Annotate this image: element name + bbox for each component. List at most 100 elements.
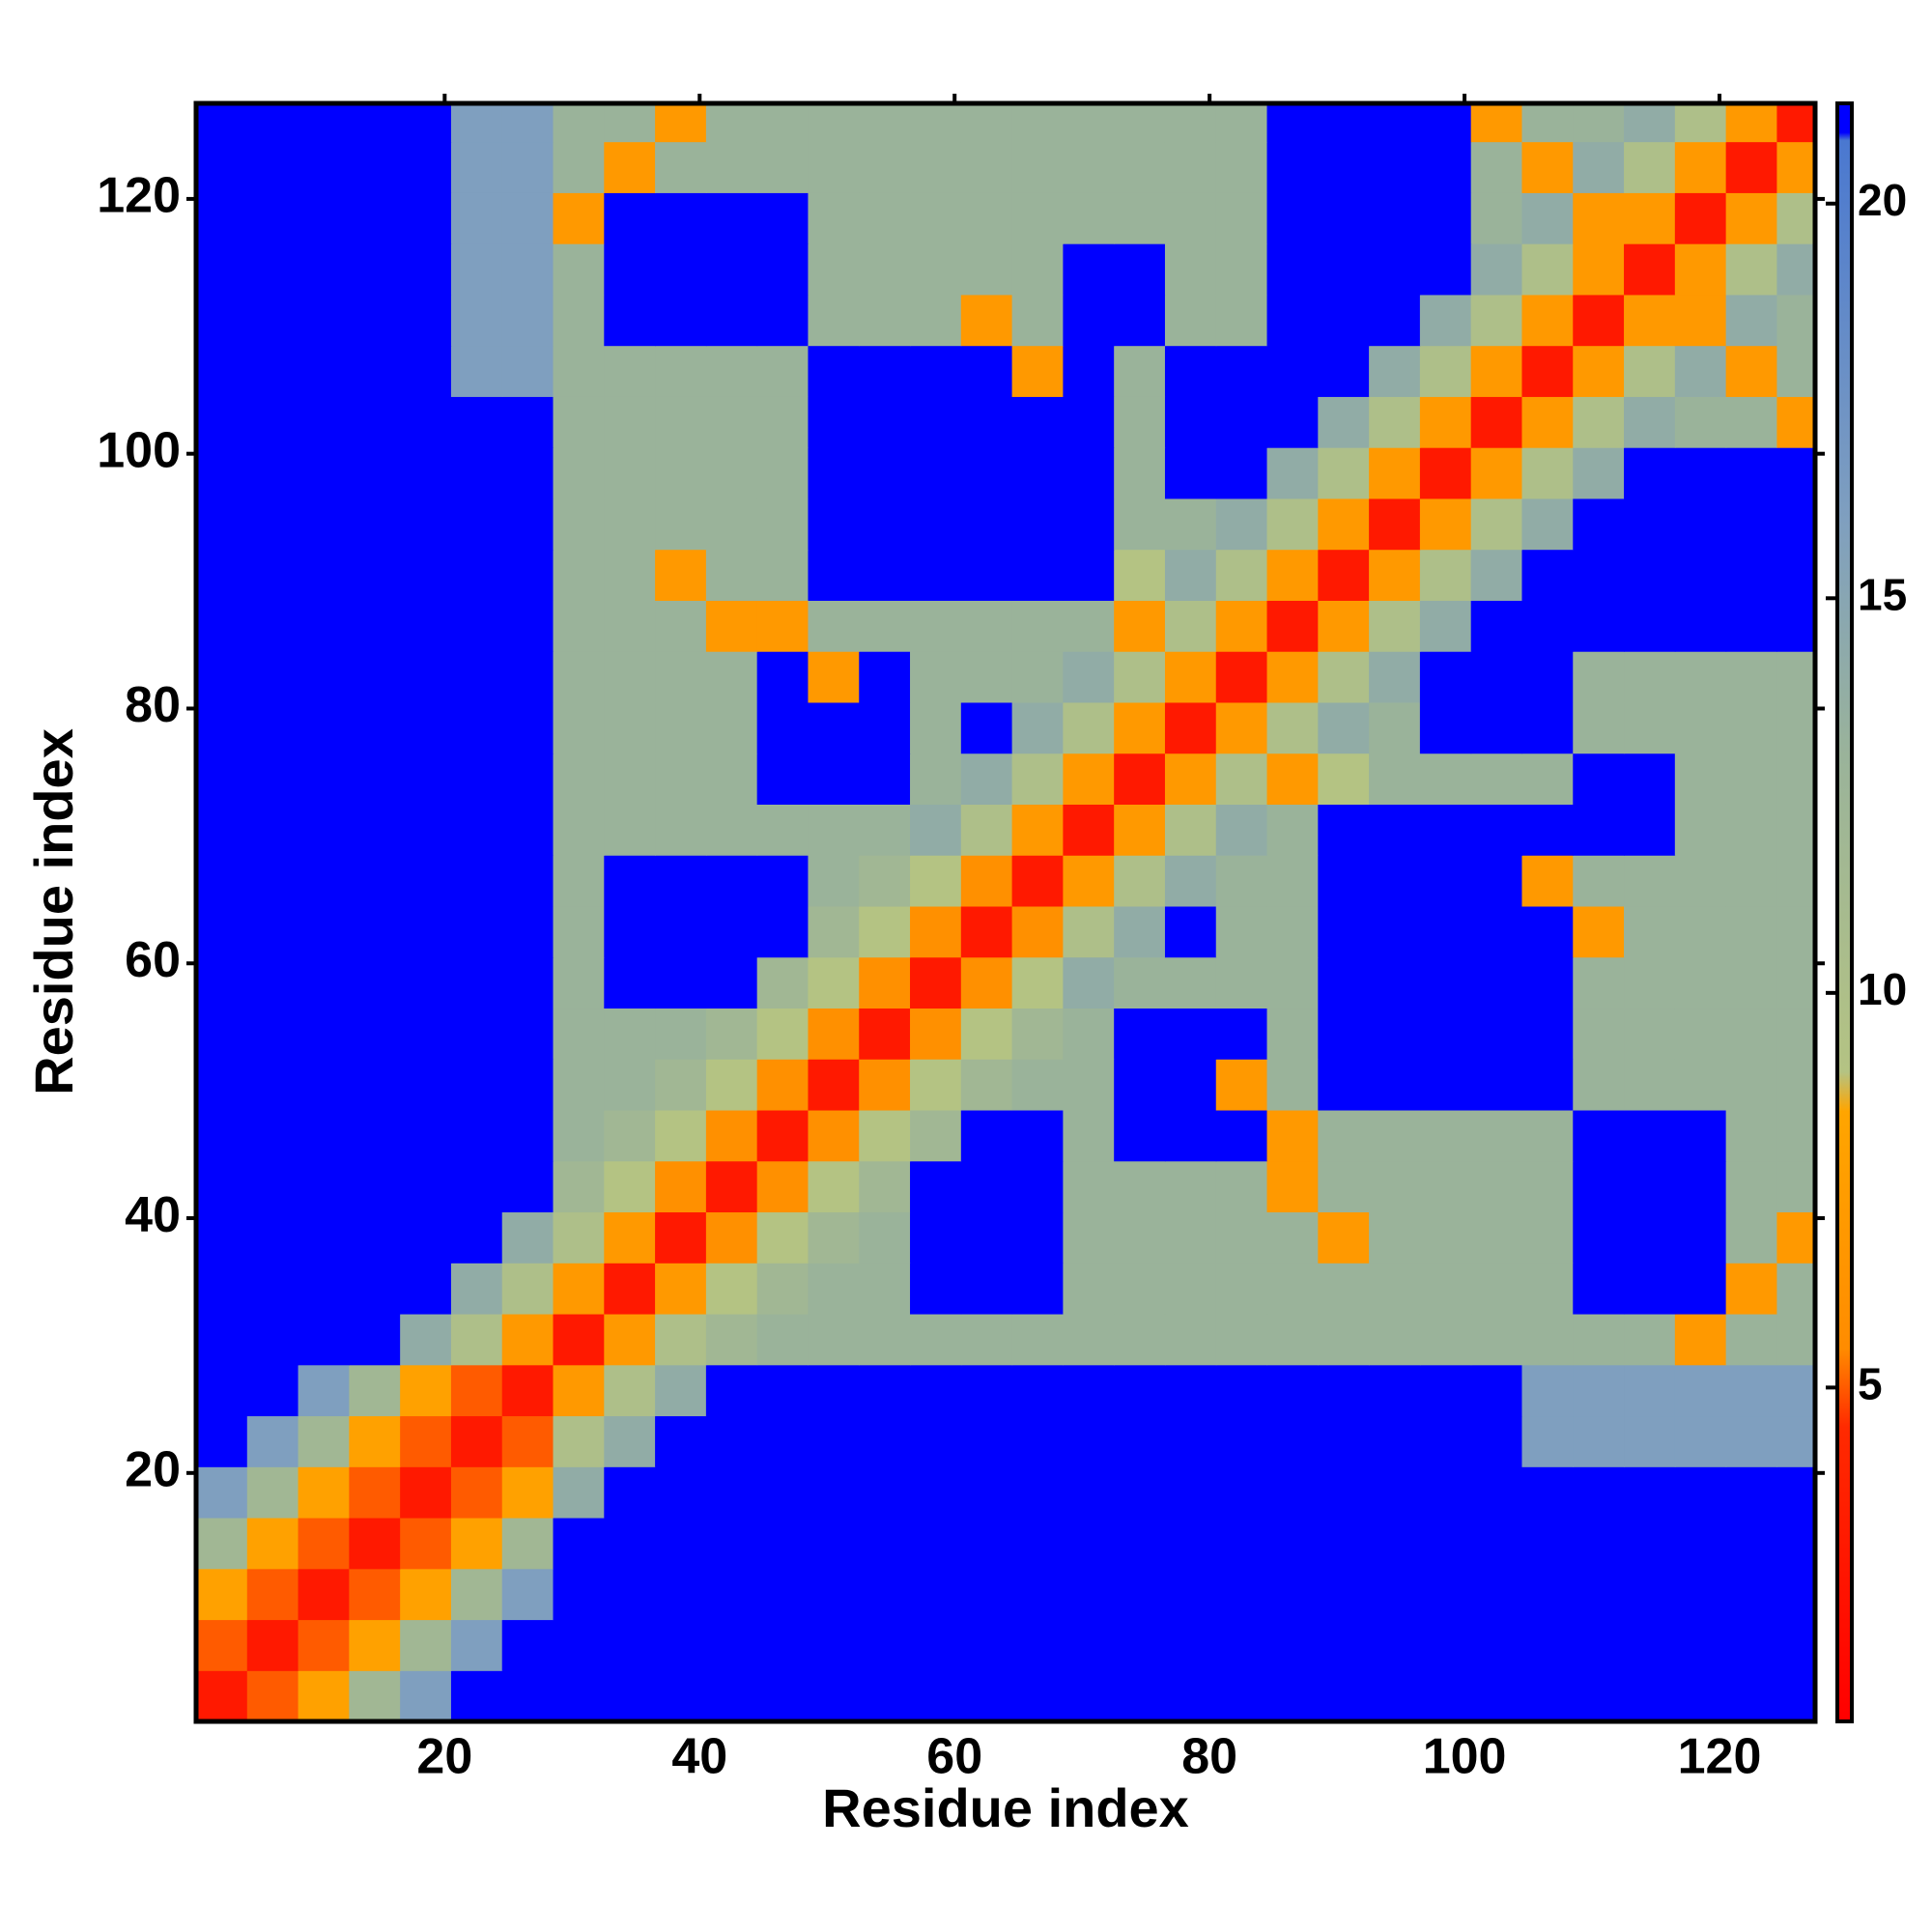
heatmap-cell <box>1369 1008 1421 1060</box>
heatmap-cell <box>1624 905 1676 958</box>
heatmap-cell <box>1063 1568 1115 1621</box>
heatmap-cell <box>450 1160 503 1213</box>
heatmap-cell <box>246 103 299 143</box>
heatmap-cell <box>246 1466 299 1519</box>
heatmap-cell <box>1624 956 1676 1009</box>
heatmap-cell <box>1164 103 1217 143</box>
heatmap-cell <box>1573 497 1625 551</box>
heatmap-cell <box>1573 1313 1625 1366</box>
heatmap-cell <box>1266 294 1319 347</box>
heatmap-cell <box>1776 1670 1815 1721</box>
heatmap-cell <box>1674 1211 1727 1264</box>
heatmap-cell <box>501 651 554 703</box>
heatmap-cell <box>655 243 707 296</box>
heatmap-cell <box>1725 497 1778 551</box>
heatmap-cell <box>1624 1211 1676 1264</box>
heatmap-cell <box>450 1008 503 1060</box>
heatmap-cell <box>1114 1568 1166 1621</box>
heatmap-cell <box>756 1008 810 1060</box>
heatmap-cell <box>1521 804 1574 856</box>
heatmap-cell <box>1266 345 1319 397</box>
heatmap-cell <box>1266 447 1319 499</box>
heatmap-cell <box>1215 753 1268 805</box>
heatmap-cell <box>756 1211 810 1264</box>
heatmap-cell <box>1776 1263 1815 1315</box>
heatmap-cell <box>1164 396 1217 448</box>
heatmap-cell <box>450 243 503 296</box>
heatmap-cell <box>655 651 707 703</box>
heatmap-cell <box>1011 855 1064 907</box>
heatmap-cell <box>1215 600 1268 652</box>
heatmap-cell <box>1215 1059 1268 1111</box>
heatmap-cell <box>196 192 248 244</box>
heatmap-cell <box>960 1109 1013 1162</box>
heatmap-cell <box>910 1059 962 1111</box>
heatmap-cell <box>756 1263 810 1315</box>
heatmap-cell <box>1369 497 1421 551</box>
heatmap-cell <box>1776 855 1815 907</box>
heatmap-cell <box>1369 753 1421 805</box>
heatmap-cell <box>196 1415 248 1467</box>
heatmap-cell <box>400 1211 452 1264</box>
heatmap-cell <box>655 345 707 397</box>
heatmap-cell <box>1063 103 1115 143</box>
heatmap-cell <box>400 1415 452 1467</box>
heatmap-cell <box>910 1466 962 1519</box>
heatmap-cell <box>808 1211 860 1264</box>
heatmap-cell <box>1369 1670 1421 1721</box>
heatmap-cell <box>808 1415 860 1467</box>
heatmap-cell <box>450 1466 503 1519</box>
heatmap-cell <box>910 1263 962 1315</box>
heatmap-cell <box>1369 345 1421 397</box>
heatmap-cell <box>1266 1160 1319 1213</box>
heatmap-cell <box>298 192 350 244</box>
heatmap-cell <box>1776 447 1815 499</box>
heatmap-cell <box>808 1670 860 1721</box>
heatmap-cell <box>1369 1059 1421 1111</box>
heatmap-cell <box>1369 103 1421 143</box>
heatmap-cell <box>756 1313 810 1366</box>
heatmap-cell <box>1674 1263 1727 1315</box>
heatmap-cell <box>756 1670 810 1721</box>
heatmap-cell <box>859 192 911 244</box>
heatmap-cell <box>400 1670 452 1721</box>
heatmap-cell <box>1624 243 1676 296</box>
heatmap-cell <box>1725 294 1778 347</box>
heatmap-cell <box>756 1059 810 1111</box>
heatmap-cell <box>1369 1313 1421 1366</box>
heatmap-cell <box>553 1109 605 1162</box>
heatmap-cell <box>756 294 810 347</box>
heatmap-cell <box>705 855 758 907</box>
heatmap-cell <box>1674 447 1727 499</box>
heatmap-cell <box>246 141 299 193</box>
heatmap-cell <box>1011 905 1064 958</box>
heatmap-cell <box>1419 294 1472 347</box>
heatmap-cell <box>808 447 860 499</box>
heatmap-cell <box>298 600 350 652</box>
heatmap-cell <box>1114 651 1166 703</box>
heatmap-cell <box>756 905 810 958</box>
heatmap-cell <box>400 1568 452 1621</box>
heatmap-cell <box>1011 447 1064 499</box>
heatmap-cell <box>196 1109 248 1162</box>
heatmap-cell <box>910 1313 962 1366</box>
heatmap-cell <box>1369 600 1421 652</box>
heatmap-cell <box>910 1415 962 1467</box>
heatmap-cell <box>1063 1415 1115 1467</box>
heatmap-cell <box>196 549 248 601</box>
heatmap-cell <box>349 497 401 551</box>
heatmap-cell <box>604 294 656 347</box>
heatmap-cell <box>1725 1466 1778 1519</box>
heatmap-cell <box>1369 1568 1421 1621</box>
heatmap-cell <box>1573 1568 1625 1621</box>
heatmap-cell <box>196 497 248 551</box>
heatmap-cell <box>450 1517 503 1570</box>
heatmap-cell <box>1521 294 1574 347</box>
heatmap-cell <box>1521 905 1574 958</box>
heatmap-cell <box>501 1415 554 1467</box>
heatmap-cell <box>246 1059 299 1111</box>
heatmap-cell <box>1266 855 1319 907</box>
heatmap-cell <box>1114 294 1166 347</box>
heatmap-cell <box>400 447 452 499</box>
